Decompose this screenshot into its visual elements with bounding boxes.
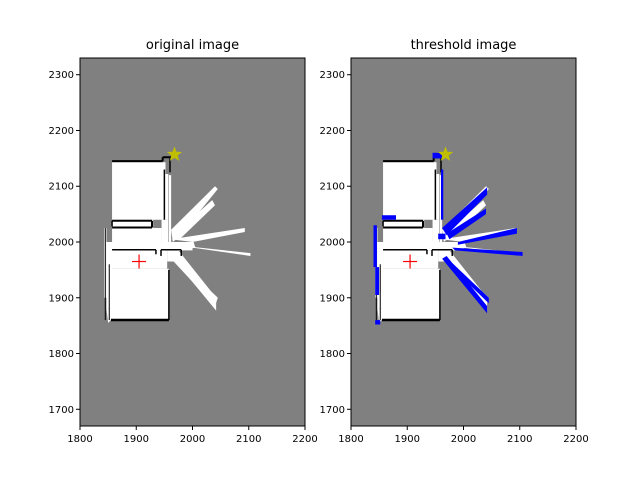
panel-title: threshold image — [411, 38, 517, 53]
free-space — [112, 162, 169, 220]
threshold-highlight — [457, 228, 517, 245]
start-plus-marker — [132, 254, 147, 269]
threshold-highlight — [375, 320, 381, 325]
x-tick-label: 1900 — [395, 434, 420, 445]
goal-star-marker — [437, 146, 454, 161]
panel-original: original image 1800 1900 2000 2100 2200 1700 18… — [49, 38, 318, 445]
y-tick-label: 2000 — [320, 238, 345, 249]
free-space — [109, 250, 168, 269]
free-space — [432, 219, 440, 242]
free-space — [172, 200, 215, 241]
y-tick-label: 2200 — [49, 126, 74, 137]
free-space — [112, 228, 162, 242]
threshold-highlight — [438, 233, 446, 240]
x-tick-label: 2100 — [507, 434, 532, 445]
x-tick-label: 2200 — [563, 434, 588, 445]
panel-title: original image — [146, 38, 239, 53]
start-plus-marker — [403, 254, 418, 269]
y-tick-label: 2200 — [320, 126, 345, 137]
map-image — [80, 58, 305, 426]
threshold-highlight — [373, 225, 377, 268]
free-space — [170, 252, 218, 307]
threshold-highlight — [432, 152, 443, 159]
y-tick-label: 2100 — [320, 182, 345, 193]
threshold-highlight — [381, 215, 396, 220]
threshold-highlight — [445, 258, 489, 304]
x-tick-label: 2100 — [236, 434, 261, 445]
x-tick-label: 2200 — [292, 434, 317, 445]
x-tick-label: 1800 — [67, 434, 92, 445]
threshold-highlight — [442, 187, 488, 236]
x-tick-label: 2000 — [451, 434, 476, 445]
y-tick-label: 1800 — [320, 349, 345, 360]
x-tick-label: 1900 — [124, 434, 149, 445]
free-space — [110, 268, 169, 321]
threshold-highlight — [452, 247, 523, 256]
threshold-highlight — [441, 169, 444, 220]
y-tick-label: 2000 — [49, 238, 74, 249]
free-space — [442, 228, 516, 242]
free-space — [380, 250, 439, 269]
free-space — [383, 162, 440, 220]
map-image — [351, 58, 576, 426]
y-tick-label: 1900 — [320, 293, 345, 304]
free-space — [383, 228, 433, 242]
y-tick-label: 2300 — [320, 70, 345, 81]
threshold-highlight — [446, 208, 486, 240]
goal-star-marker — [166, 146, 183, 161]
y-tick-label: 1700 — [49, 405, 74, 416]
free-space — [381, 268, 440, 321]
panel-threshold: threshold image 1800 1900 2000 2100 2200 1700 1… — [320, 38, 589, 445]
threshold-highlight — [375, 267, 380, 295]
x-tick-label: 1800 — [338, 434, 363, 445]
y-tick-label: 1900 — [49, 293, 74, 304]
threshold-highlight — [442, 255, 488, 314]
free-space — [168, 175, 172, 242]
y-tick-label: 2300 — [49, 70, 74, 81]
free-space — [171, 228, 245, 242]
x-tick-label: 2000 — [180, 434, 205, 445]
y-tick-label: 1800 — [49, 349, 74, 360]
y-tick-label: 2100 — [49, 182, 74, 193]
free-space — [161, 219, 169, 242]
y-tick-label: 1700 — [320, 405, 345, 416]
